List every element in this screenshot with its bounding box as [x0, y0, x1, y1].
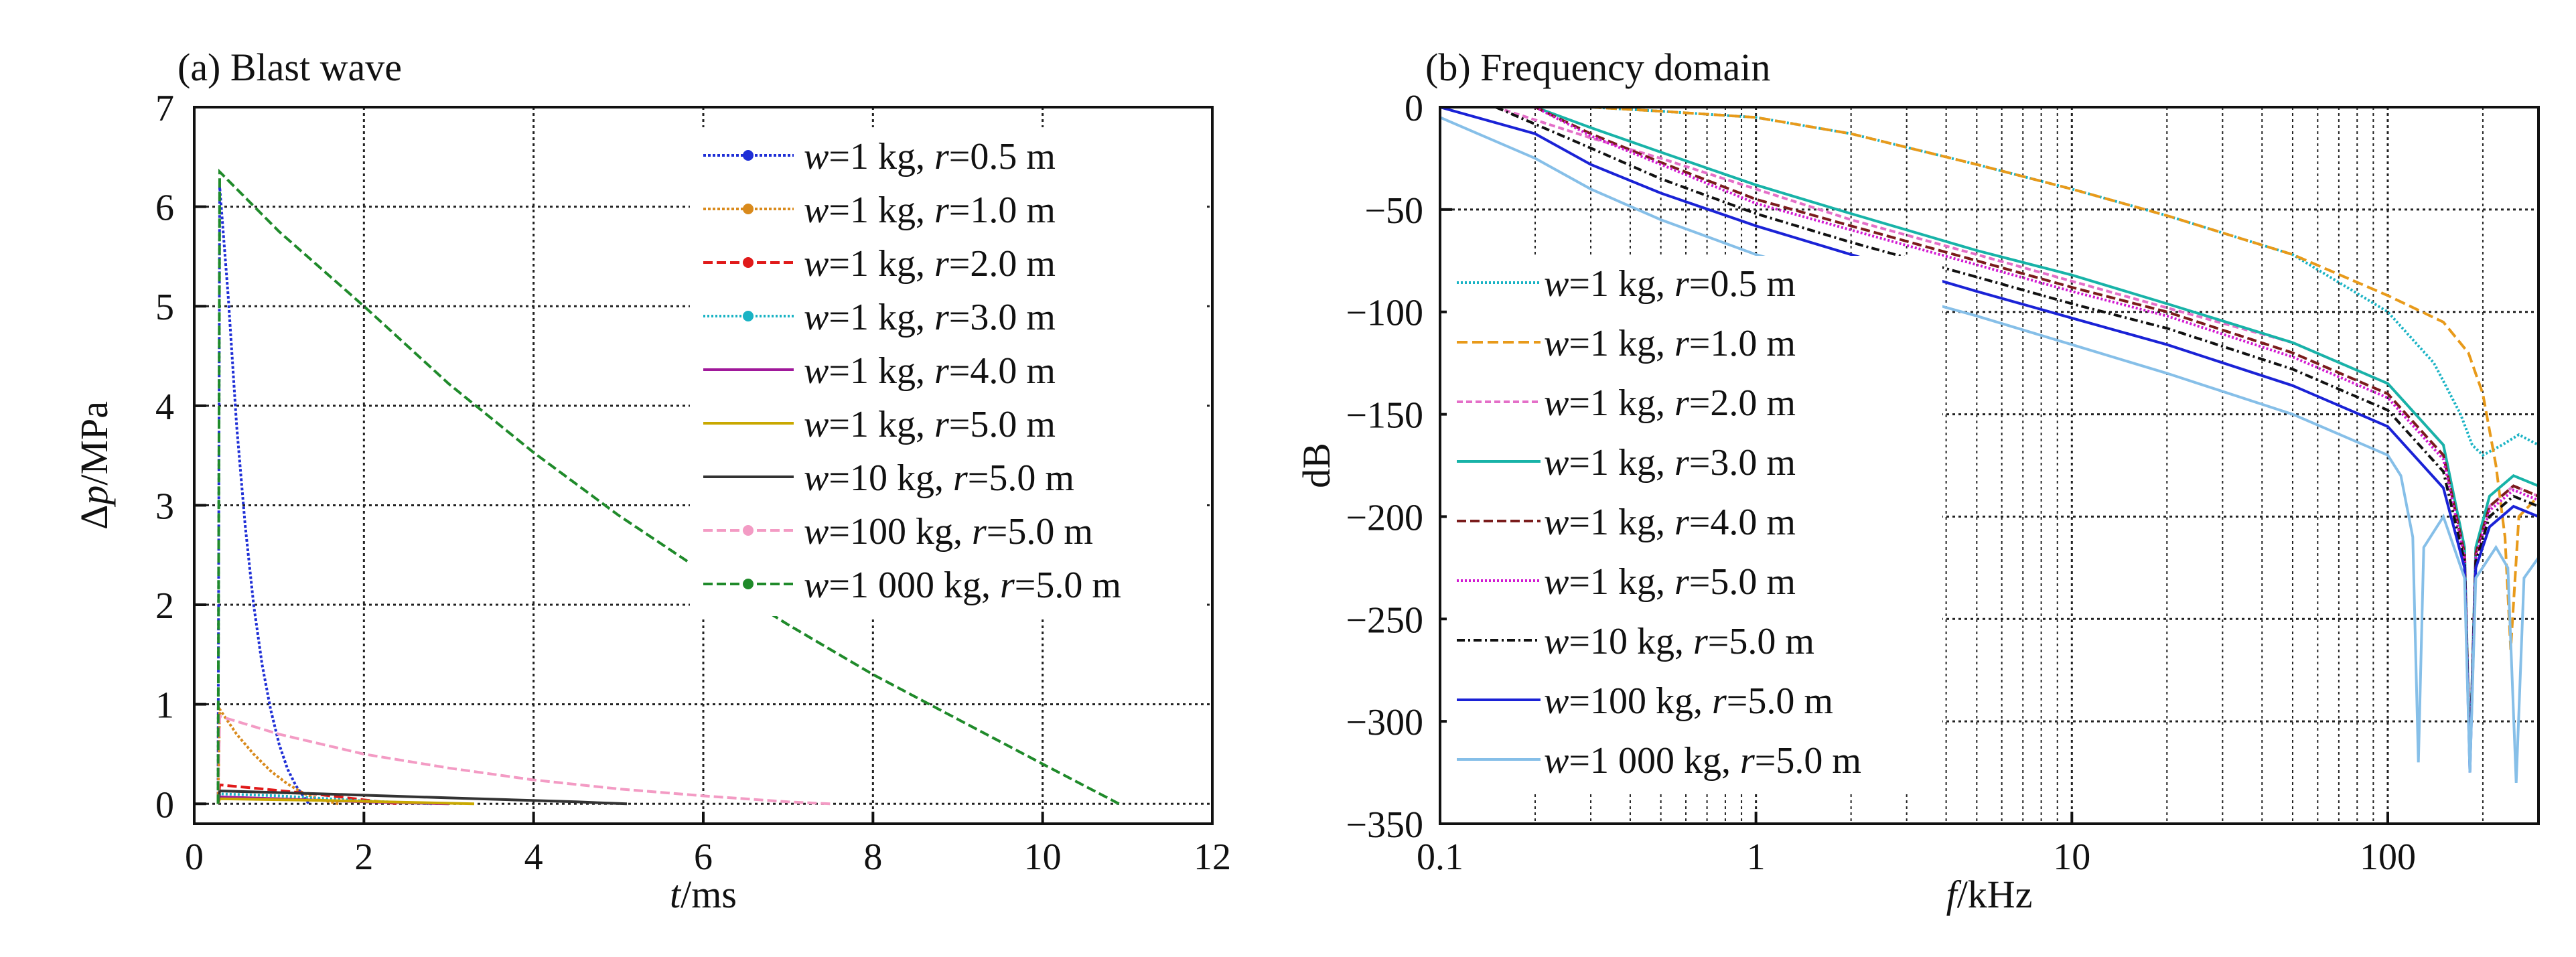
- panel-a-legend-label-6: w=10 kg, r=5.0 m: [804, 457, 1074, 499]
- panel-a-legend-marker-0: [743, 150, 754, 161]
- panel-a-xlabel-var: t: [670, 873, 682, 916]
- panel-a-ytick-label: 2: [155, 585, 174, 627]
- panel-b-legend-label-8: w=1 000 kg, r=5.0 m: [1544, 740, 1861, 782]
- panel-a-xtick-label: 0: [185, 836, 204, 878]
- panel-a-xtick-label: 10: [1024, 836, 1062, 878]
- panel-b-legend-label-3: w=1 kg, r=3.0 m: [1544, 442, 1796, 484]
- panel-b-xtick-label: 1: [1747, 836, 1766, 878]
- panel-a-xtick-label: 4: [524, 836, 543, 878]
- panel-a-xtick-label: 12: [1194, 836, 1231, 878]
- panel-a-legend-label-3: w=1 kg, r=3.0 m: [804, 297, 1056, 338]
- panel-a-ytick-label: 7: [155, 88, 174, 129]
- panel-a-xlabel-unit: /ms: [681, 873, 737, 916]
- panel-a-legend-label-7: w=100 kg, r=5.0 m: [804, 511, 1093, 553]
- panel-a-ylabel-unit: /MPa: [72, 401, 116, 486]
- panel-b-legend-label-1: w=1 kg, r=1.0 m: [1544, 323, 1796, 364]
- panel-a-ylabel-var: p: [72, 486, 116, 508]
- panel-a-legend-marker-1: [743, 204, 754, 214]
- panel-b-legend-box: [1447, 256, 1942, 792]
- panel-a-legend-label-4: w=1 kg, r=4.0 m: [804, 350, 1056, 392]
- panel-a-series-line-8: [216, 168, 1120, 806]
- panel-b-ytick-label: −350: [1346, 804, 1423, 846]
- panel-b-legend-label-6: w=10 kg, r=5.0 m: [1544, 621, 1814, 662]
- panel-a-legend-label-1: w=1 kg, r=1.0 m: [804, 190, 1056, 231]
- panel-a-ytick-label: 5: [155, 287, 174, 328]
- panel-b-series-line-0: [1590, 106, 2539, 457]
- panel-a-legend-marker-3: [743, 311, 754, 321]
- panel-b-xlabel-unit: /kHz: [1957, 873, 2033, 916]
- panel-a-xlabel: t/ms: [670, 873, 737, 916]
- panel-b-legend-label-0: w=1 kg, r=0.5 m: [1544, 263, 1796, 305]
- panel-a-legend-marker-8: [743, 579, 754, 589]
- panel-b-xlabel: f/kHz: [1946, 873, 2033, 916]
- panel-b-series-line-5: [1534, 106, 2539, 767]
- panel-b-ytick-label: −150: [1346, 395, 1423, 437]
- panel-b-ticks: 0.1 1 10 100 0 −50 −100 −150 −200 −250 −300 −350: [1346, 88, 2416, 878]
- panel-a-ytick-label: 0: [155, 784, 174, 826]
- panel-b-series-line-7: [1439, 106, 2539, 773]
- panel-a-legend-label-8: w=1 000 kg, r=5.0 m: [804, 565, 1121, 606]
- panel-b-series-line-8: [1439, 116, 2540, 783]
- panel-b-title: (b) Frequency domain: [1425, 46, 1770, 89]
- panel-b-xtick-label: 0.1: [1417, 836, 1463, 878]
- panel-b-legend-label-4: w=1 kg, r=4.0 m: [1544, 502, 1796, 543]
- panel-a-xtick-label: 8: [863, 836, 882, 878]
- panel-b-ylabel: dB: [1295, 443, 1338, 488]
- panel-a-ytick-label: 3: [155, 486, 174, 527]
- panel-b-series: [1439, 106, 2540, 783]
- panel-b-legend-label-2: w=1 kg, r=2.0 m: [1544, 382, 1796, 424]
- panel-b-axes-frame: [1439, 106, 2540, 825]
- panel-b-legend: w=1 kg, r=0.5 m w=1 kg, r=1.0 m w=1 kg, r=…: [1447, 256, 1942, 792]
- panel-b-series-line-3: [1534, 106, 2539, 759]
- panel-a-series-line-1: [216, 705, 339, 806]
- panel-b-legend-label-5: w=1 kg, r=5.0 m: [1544, 561, 1796, 603]
- panel-b-ytick-label: 0: [1405, 88, 1423, 129]
- panel-b-ytick-label: −50: [1364, 190, 1423, 232]
- panel-a-legend-label-2: w=1 kg, r=2.0 m: [804, 243, 1056, 285]
- panel-b-ytick-label: −200: [1346, 497, 1423, 538]
- panel-b-frequency-domain: (b) Frequency domain 0.1 1 10 100 0 −50 −100 −1…: [1295, 46, 2540, 916]
- panel-b-ytick-label: −300: [1346, 702, 1423, 743]
- panel-a-xtick-label: 6: [694, 836, 713, 878]
- panel-b-series-line-1: [1590, 106, 2540, 650]
- panel-a-ytick-label: 4: [155, 386, 174, 428]
- panel-a-legend: w=1 kg, r=0.5 m w=1 kg, r=1.0 m w=1 kg, r=…: [690, 127, 1206, 616]
- panel-b-ytick-label: −100: [1346, 293, 1423, 334]
- panel-b-ytick-label: −250: [1346, 599, 1423, 641]
- panel-a-series-line-0: [216, 186, 310, 805]
- panel-a-legend-marker-2: [743, 257, 754, 268]
- panel-a-series-line-7: [216, 714, 831, 806]
- panel-b-series-line-6: [1495, 106, 2539, 767]
- panel-a-legend-label-0: w=1 kg, r=0.5 m: [804, 136, 1056, 177]
- panel-a-legend-marker-7: [743, 525, 754, 536]
- panel-a-ylabel: Δp/MPa: [72, 401, 116, 530]
- panel-a-series: [216, 168, 1120, 806]
- panel-a-xtick-label: 2: [354, 836, 373, 878]
- panel-b-xtick-label: 100: [2360, 836, 2416, 878]
- panel-a-ytick-label: 1: [155, 685, 174, 727]
- panel-b-legend-label-7: w=100 kg, r=5.0 m: [1544, 680, 1833, 722]
- panel-a-ylabel-prefix: Δ: [72, 505, 116, 530]
- panel-a-series-line-6: [216, 789, 628, 806]
- panel-a-title: (a) Blast wave: [177, 46, 402, 89]
- panel-a-legend-label-5: w=1 kg, r=5.0 m: [804, 404, 1056, 445]
- panel-b-xtick-label: 10: [2053, 836, 2090, 878]
- panel-a-ytick-label: 6: [155, 188, 174, 229]
